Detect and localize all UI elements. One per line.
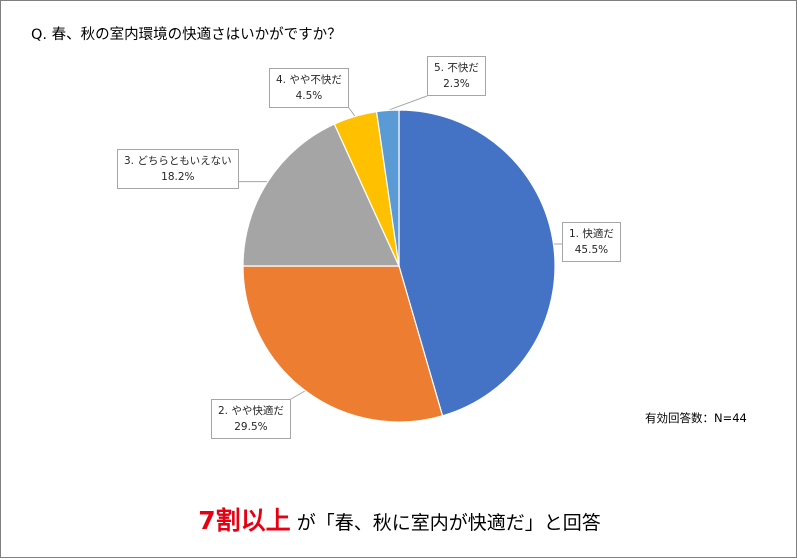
data-label-category: 3. どちらともいえない	[124, 155, 232, 167]
pie-slice-dochiramo	[242, 123, 400, 267]
data-label-category: 4. やや不快だ	[276, 74, 342, 86]
pie-slice-fukai	[375, 109, 400, 267]
leader-line	[348, 107, 356, 117]
data-label-category: 2. やや快適だ	[218, 405, 284, 417]
summary-text: が「春、秋に室内が快適だ」と回答	[290, 512, 601, 534]
data-label-value: 29.5%	[234, 421, 268, 433]
data-label-category: 1. 快適だ	[569, 228, 614, 240]
data-label-fukai: 5. 不快だ 2.3%	[427, 56, 486, 96]
pie-slice-yaya-kaiteki	[242, 265, 444, 423]
question-title: Q. 春、秋の室内環境の快適さはいかがですか？	[31, 27, 342, 43]
data-label-value: 18.2%	[161, 171, 195, 183]
data-label-yaya-kaiteki: 2. やや快適だ 29.5%	[211, 399, 291, 439]
summary-emphasis: 7割以上	[198, 506, 291, 535]
data-label-value: 45.5%	[574, 244, 609, 256]
summary-caption: 7割以上 が「春、秋に室内が快適だ」と回答	[1, 501, 797, 537]
leader-line	[290, 390, 306, 400]
data-label-category: 5. 不快だ	[434, 62, 479, 74]
data-label-value: 4.5%	[295, 90, 323, 102]
data-label-value: 2.3%	[443, 78, 470, 90]
pie-slice-kaiteki	[398, 109, 556, 417]
leader-line	[387, 95, 428, 111]
data-label-kaiteki: 1. 快適だ 45.5%	[562, 222, 621, 262]
respondent-count: 有効回答数：N=44	[645, 411, 747, 425]
data-label-dochiramo: 3. どちらともいえない 18.2%	[117, 149, 239, 189]
data-label-yaya-fukai: 4. やや不快だ 4.5%	[269, 68, 349, 108]
